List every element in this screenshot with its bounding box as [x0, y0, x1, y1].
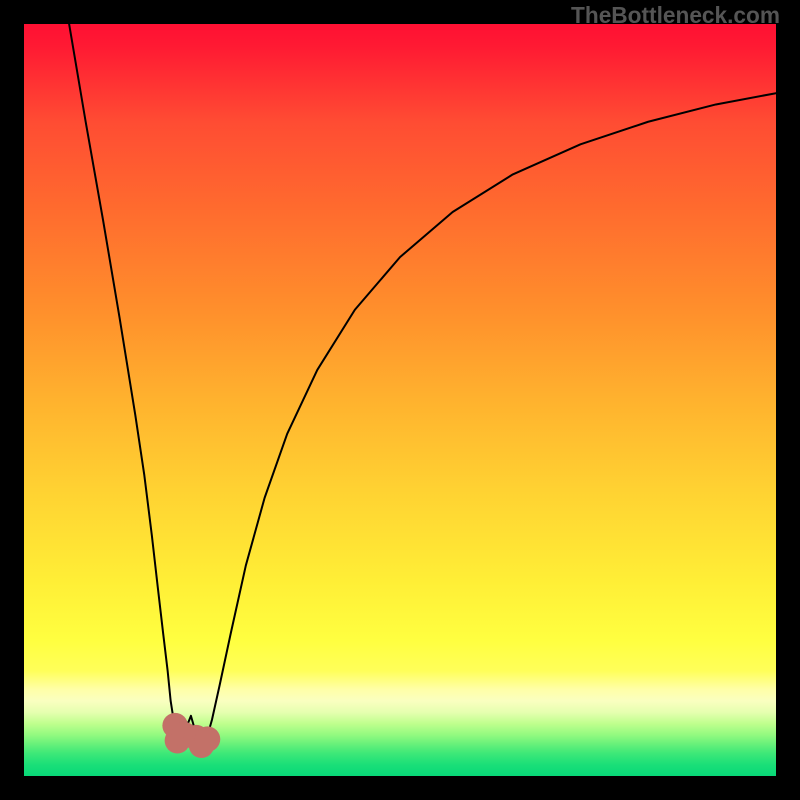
plot-area	[24, 24, 776, 776]
watermark-text: TheBottleneck.com	[571, 2, 780, 29]
chart-svg	[24, 24, 776, 776]
gradient-background	[24, 24, 776, 776]
stage: TheBottleneck.com	[0, 0, 800, 800]
valley-marker	[195, 726, 221, 752]
